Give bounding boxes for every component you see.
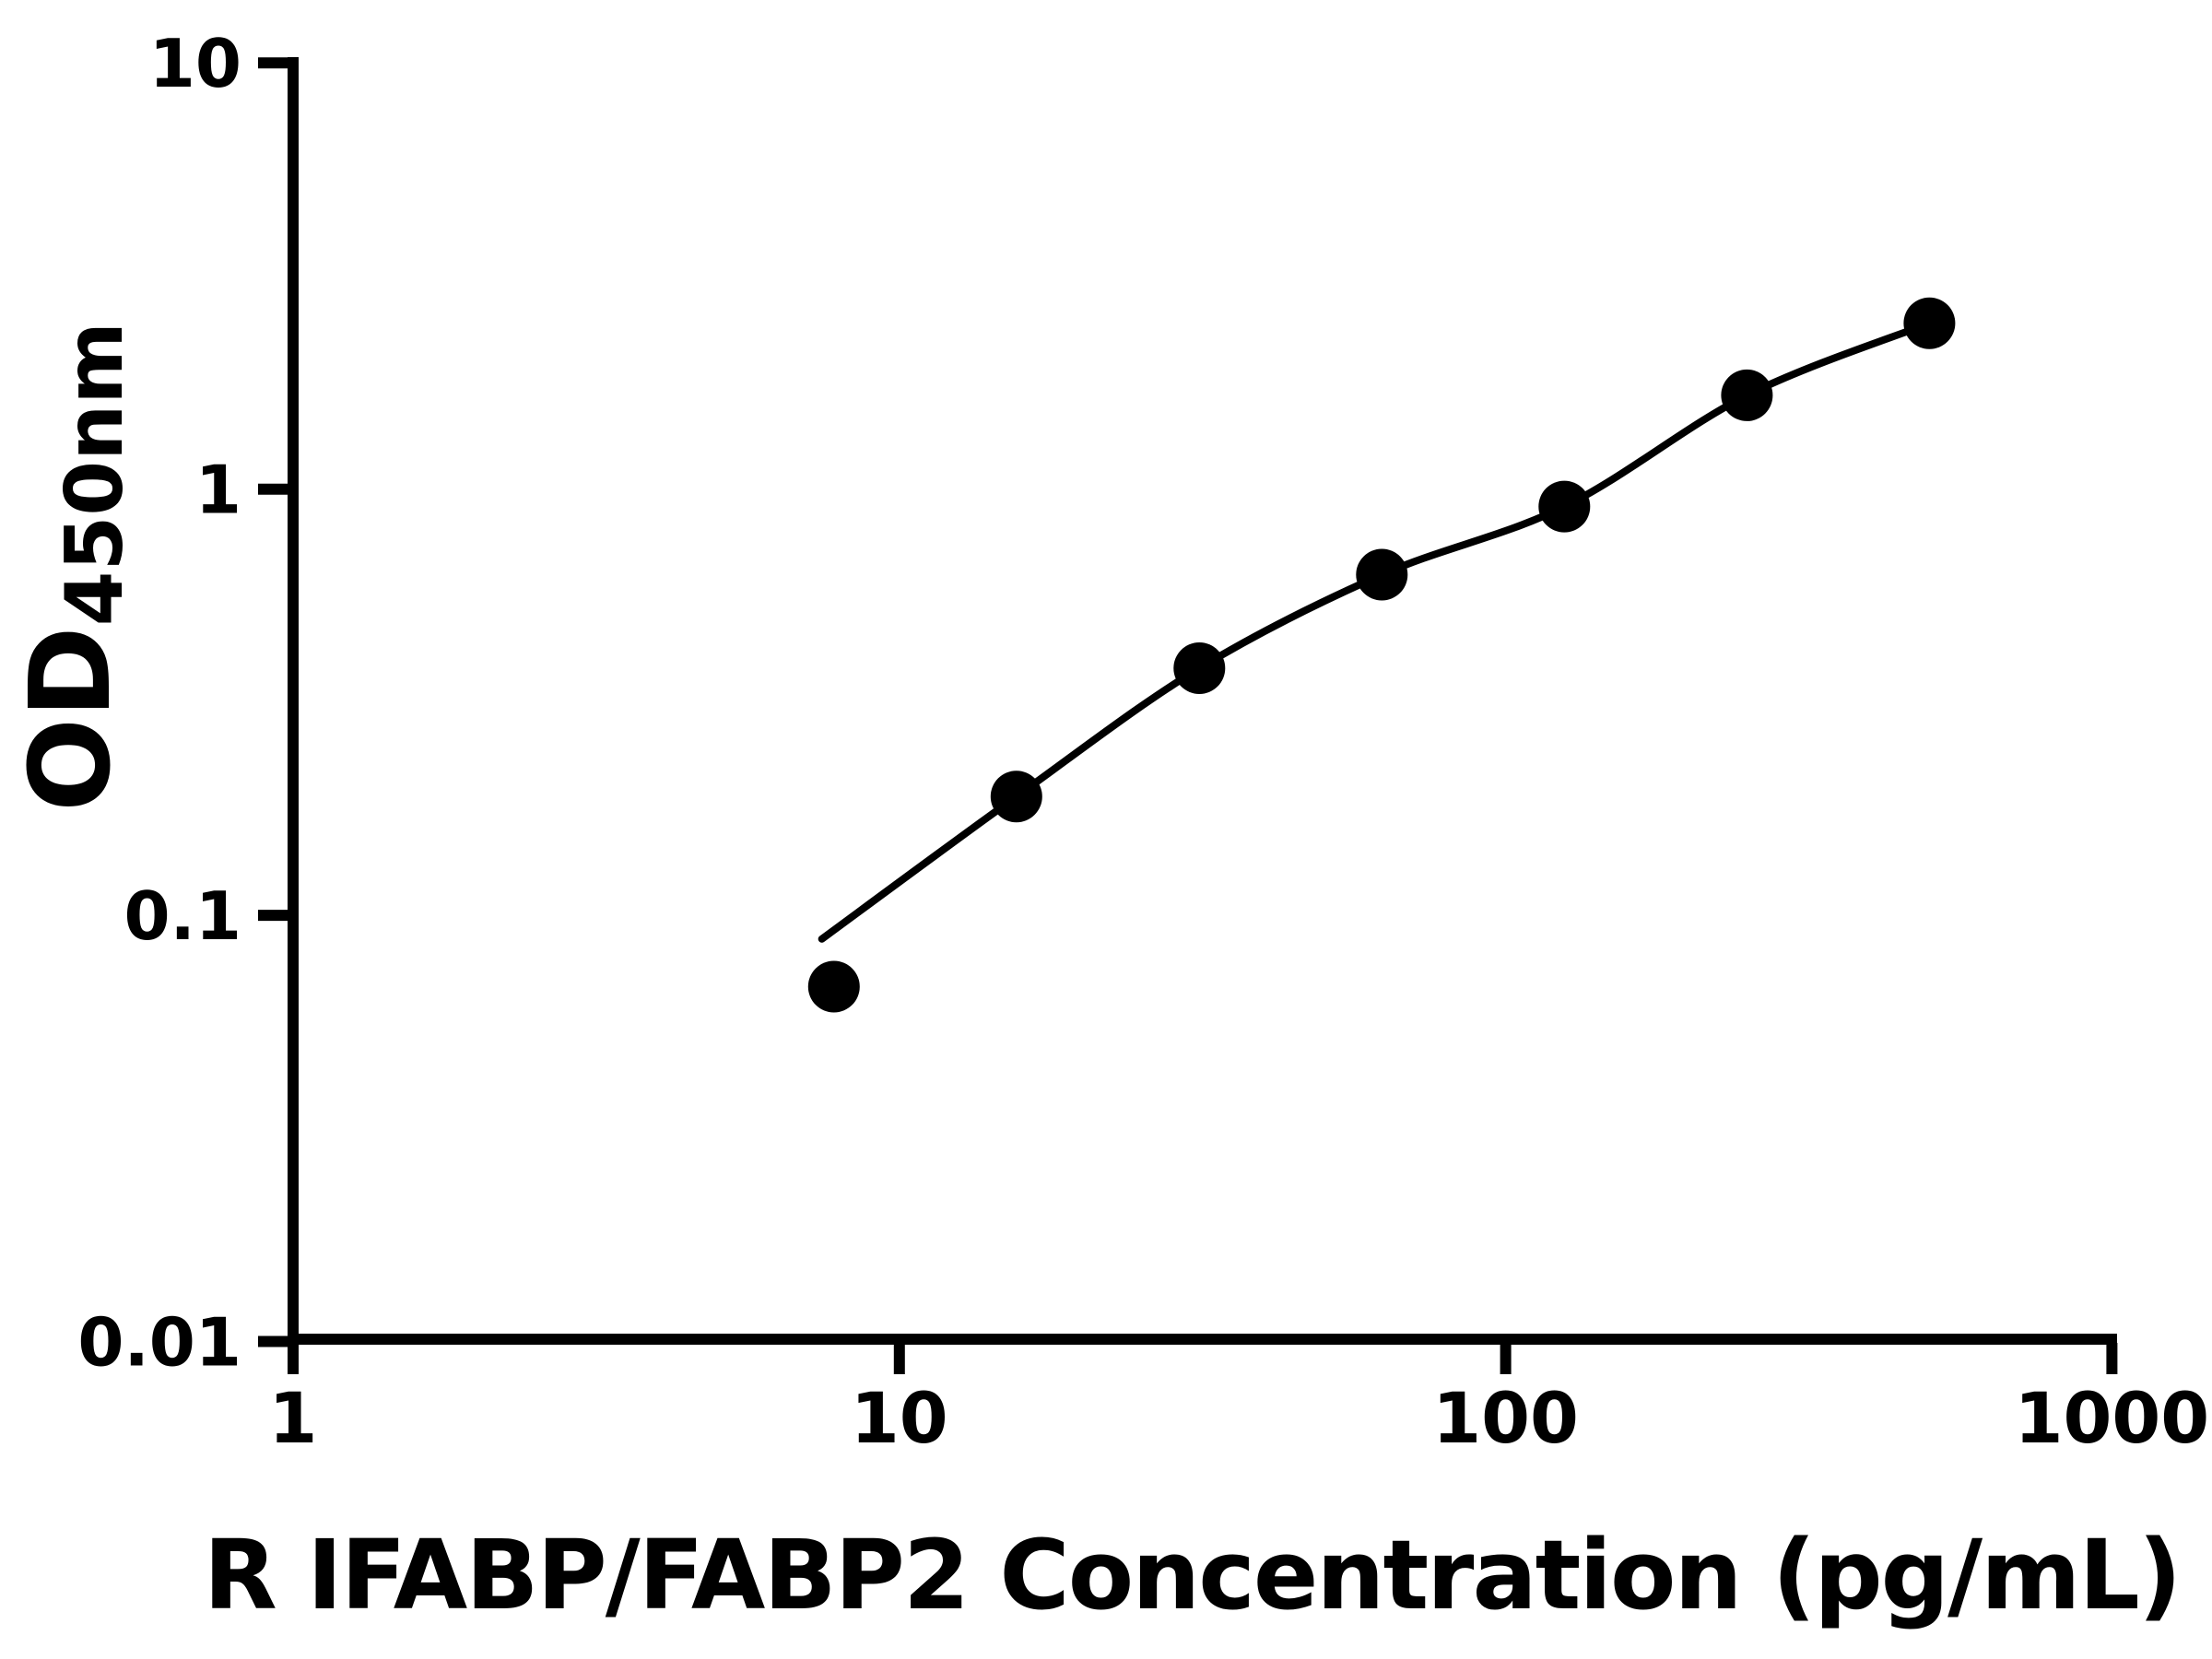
y-tick-label: 0.01 [77, 1303, 241, 1381]
y-tick-label: 10 [149, 25, 241, 102]
data-point-marker [1721, 369, 1773, 421]
x-axis-title: R IFABP/FABP2 Concentration (pg/mL) [204, 1519, 2181, 1631]
x-tick-label: 10 [851, 1377, 948, 1459]
y-tick-label: 0.1 [124, 877, 241, 955]
fit-curve-line [818, 319, 1934, 943]
data-point-marker [1356, 548, 1408, 601]
y-axis-title-main: OD [7, 626, 135, 812]
x-tick-label: 1000 [2015, 1377, 2210, 1459]
data-point-marker [1538, 480, 1591, 533]
y-axis-title-subscript: 450nm [49, 322, 141, 626]
x-tick-label: 100 [1432, 1377, 1579, 1459]
x-tick-label: 1 [269, 1377, 318, 1459]
y-axis-title: OD450nm [7, 322, 141, 812]
y-tick-label: 1 [195, 452, 241, 529]
data-point-marker [1173, 642, 1226, 694]
data-point-marker [807, 960, 860, 1013]
data-point-marker [1903, 297, 1956, 349]
data-point-marker [990, 771, 1042, 823]
